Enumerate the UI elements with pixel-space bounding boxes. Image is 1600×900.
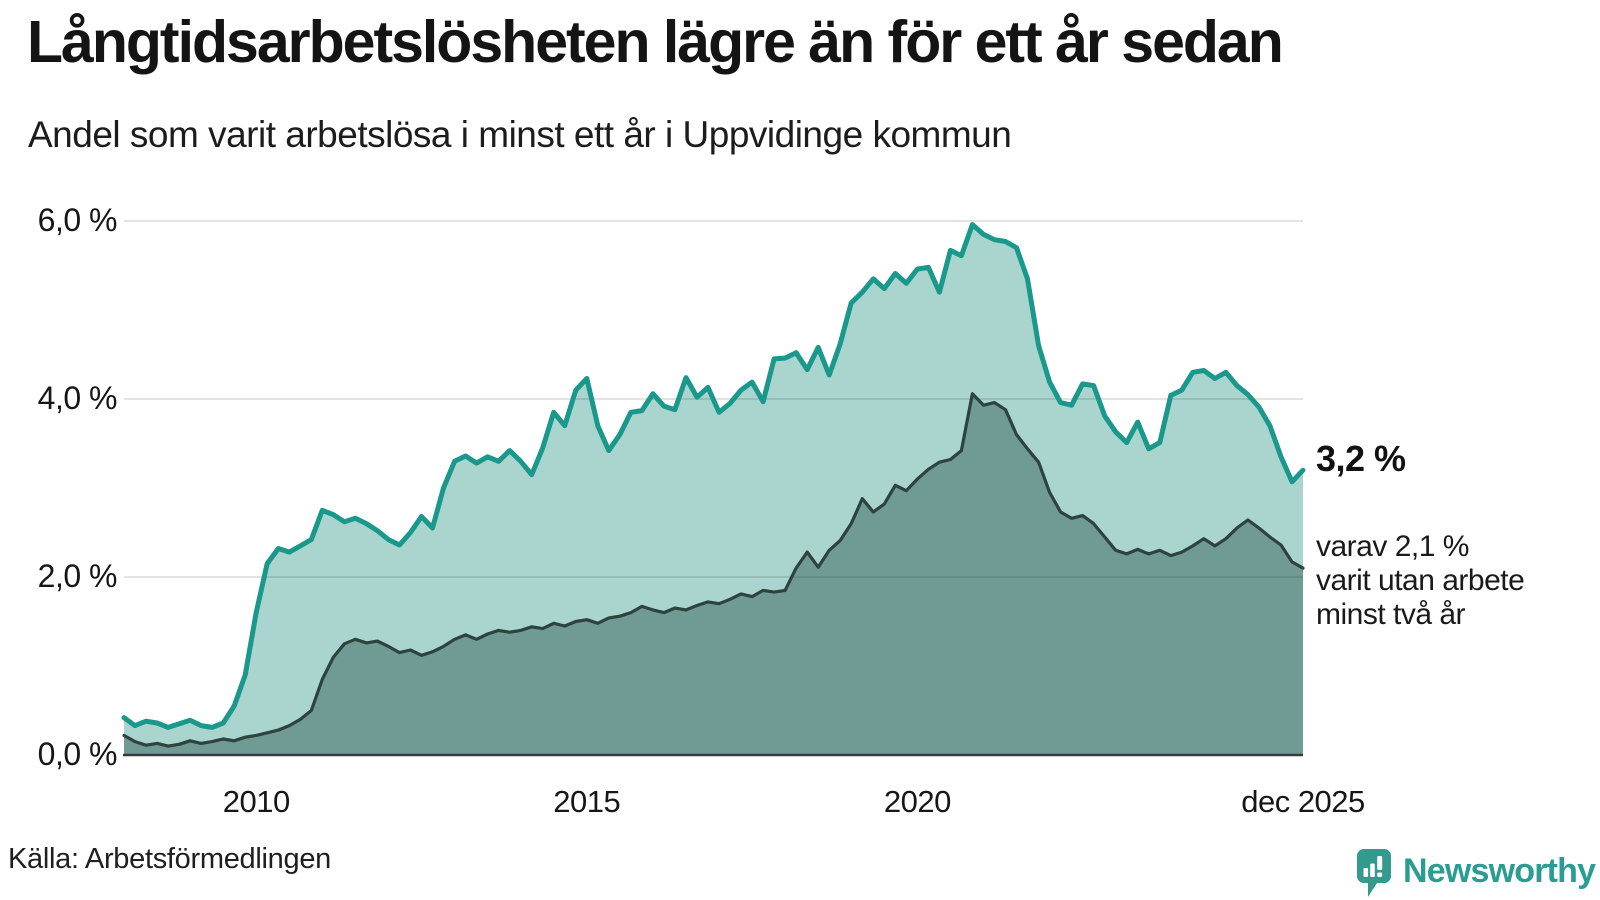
end-annotation: 3,2 % varav 2,1 % varit utan arbete mins… — [1316, 438, 1586, 631]
annotation-note-line: minst två år — [1316, 598, 1466, 631]
annotation-note-line: varav 2,1 % — [1316, 530, 1469, 563]
series-line-1 — [122, 392, 1305, 748]
annotation-note-line: varit utan arbete — [1316, 564, 1525, 597]
annotation-latest-value: 3,2 % — [1316, 438, 1406, 479]
newsworthy-logo: Newsworthy — [1356, 848, 1596, 898]
newsworthy-logo-text: Newsworthy — [1403, 851, 1596, 890]
series-line-0 — [121, 222, 1306, 730]
source-label: Källa: Arbetsförmedlingen — [8, 843, 331, 875]
page-subtitle: Andel som varit arbetslösa i minst ett å… — [28, 114, 1012, 155]
area-fill-1 — [124, 393, 1303, 755]
newsworthy-logo-icon — [1357, 849, 1391, 897]
page-title: Långtidsarbetslösheten lägre än för ett … — [27, 9, 1284, 75]
annotation-subset-note: varav 2,1 % varit utan arbete minst två … — [1316, 530, 1525, 632]
